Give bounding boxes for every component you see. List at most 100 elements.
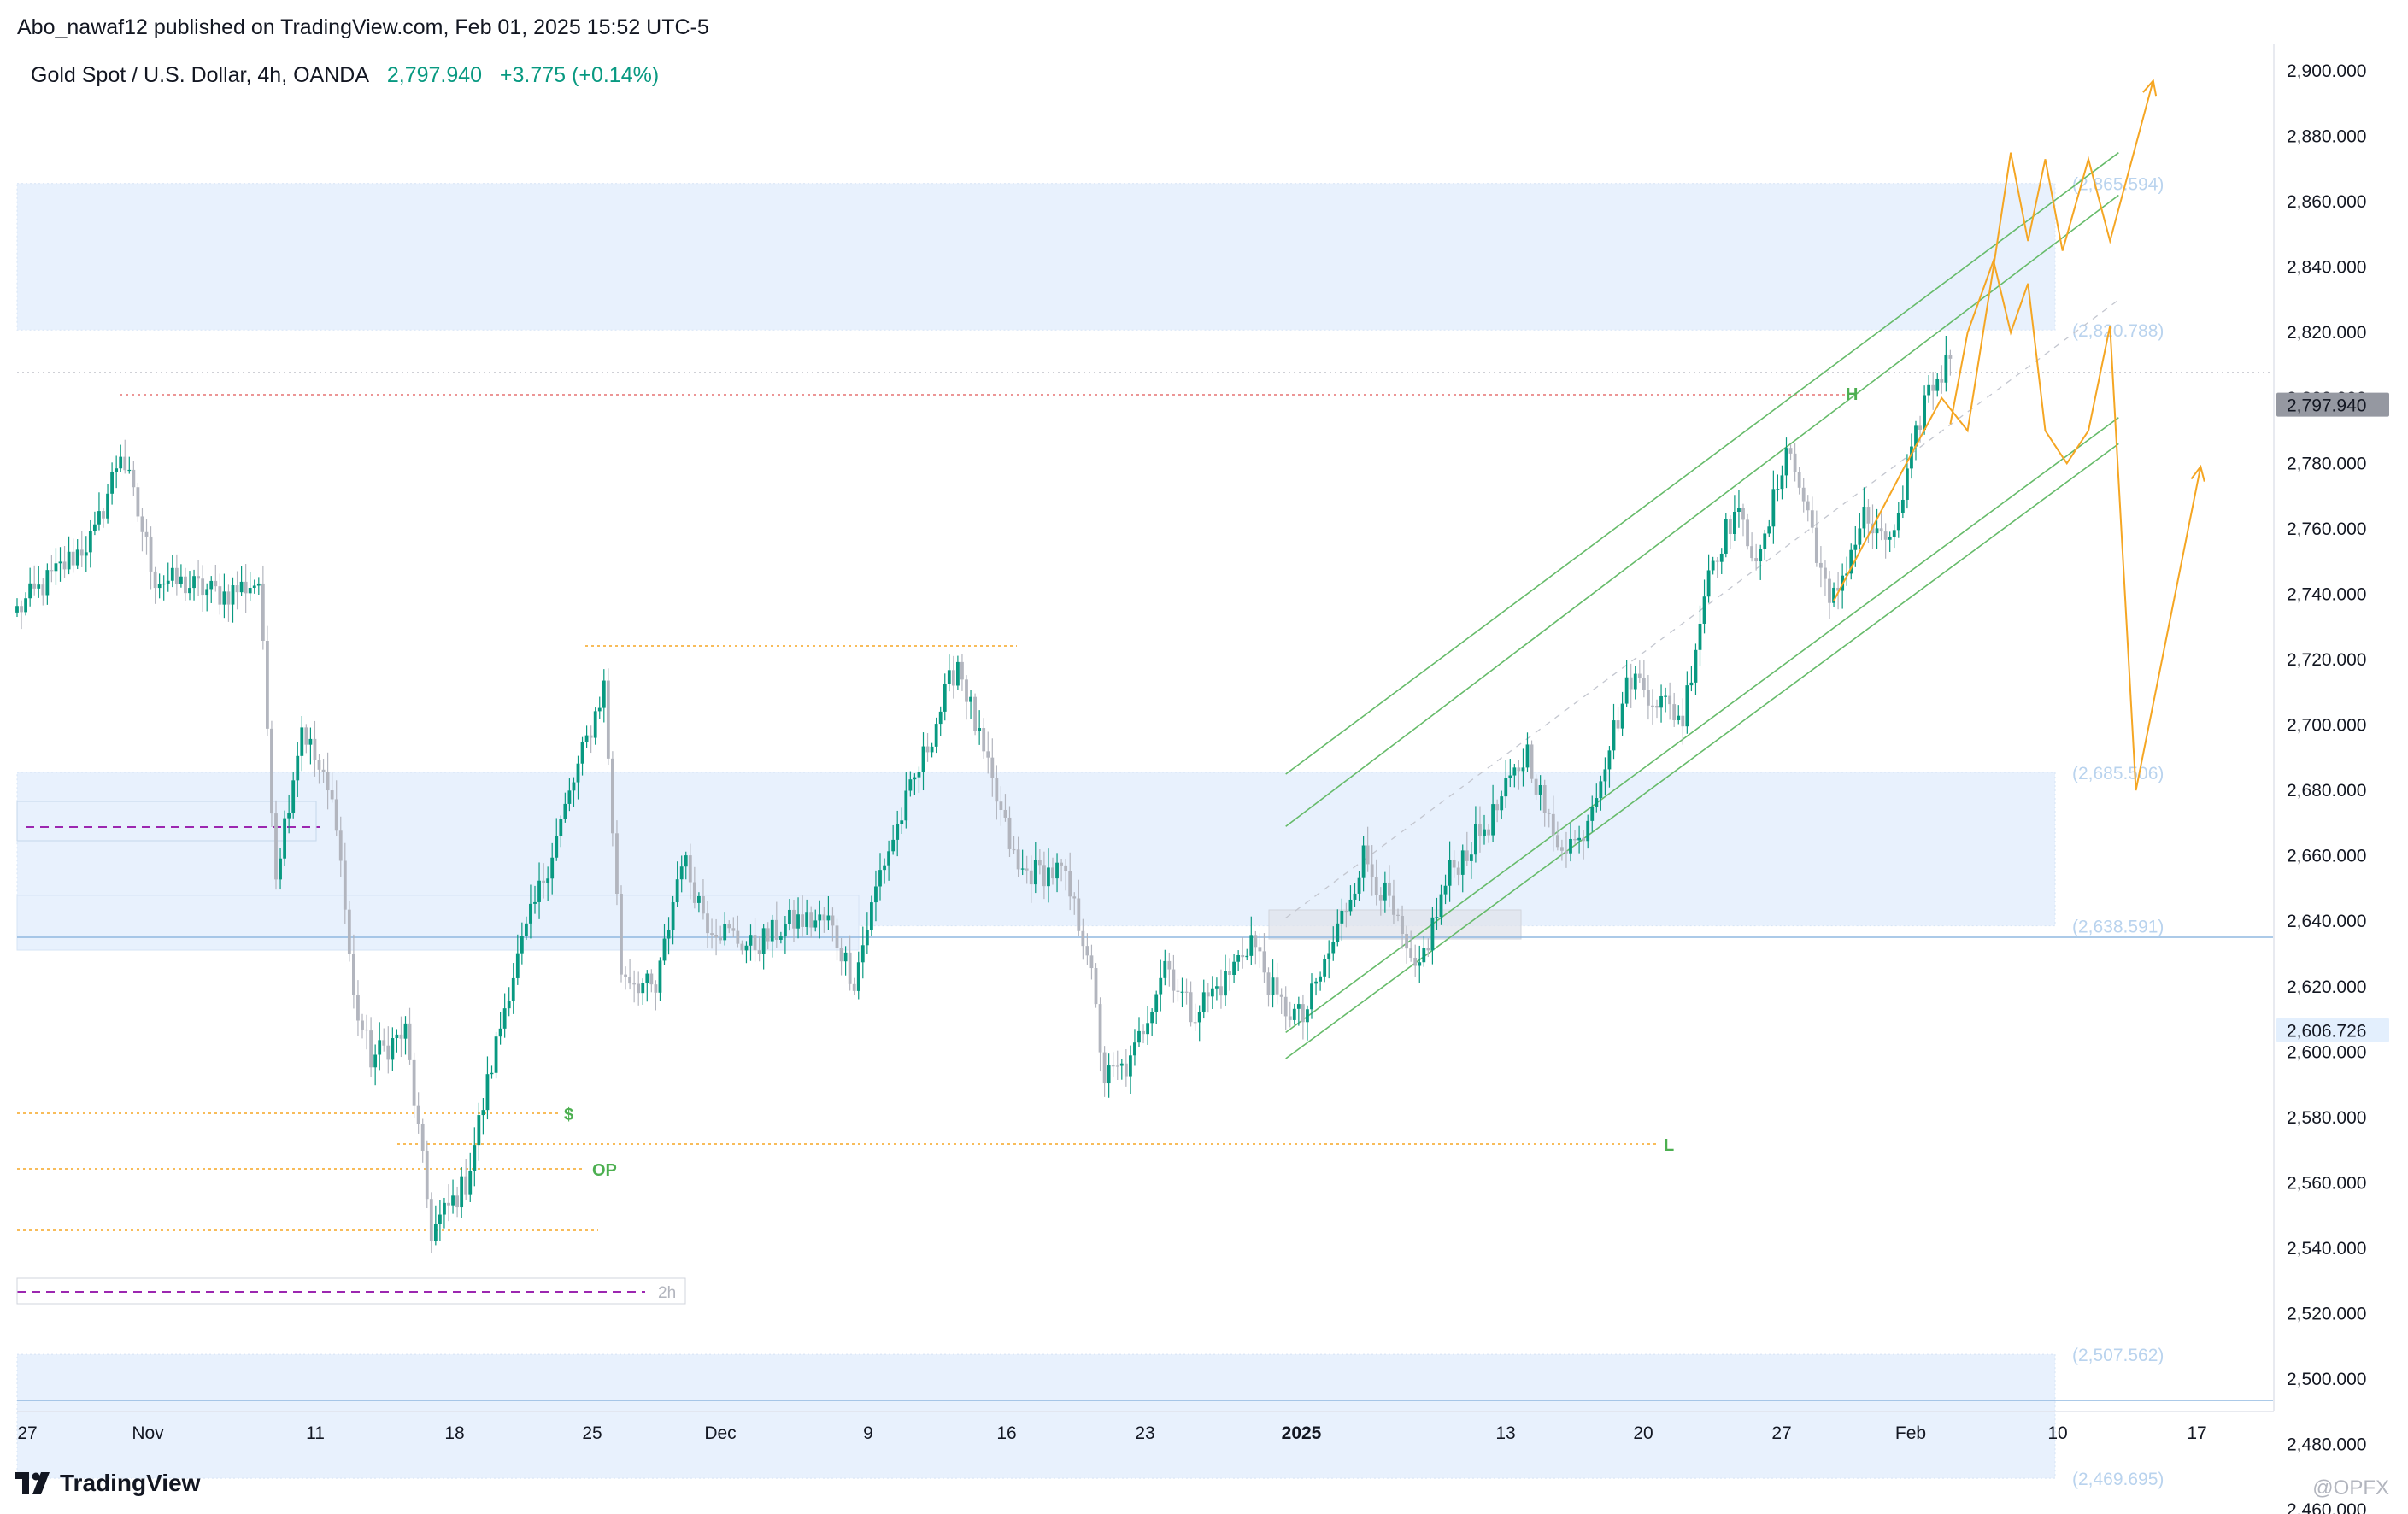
candle bbox=[1089, 944, 1094, 980]
candle bbox=[1629, 663, 1633, 708]
candle bbox=[1711, 556, 1715, 575]
candle bbox=[1624, 660, 1629, 707]
candle-body bbox=[1737, 508, 1741, 513]
candle-body bbox=[645, 973, 649, 983]
candle bbox=[1310, 973, 1313, 1019]
candle bbox=[1159, 959, 1163, 1012]
candle-body bbox=[170, 567, 174, 581]
candle-body bbox=[843, 952, 848, 962]
candle bbox=[1193, 1003, 1197, 1031]
candle-body bbox=[874, 886, 878, 903]
candle bbox=[115, 455, 119, 489]
candle bbox=[896, 810, 900, 857]
candle-body bbox=[54, 563, 58, 572]
candle bbox=[809, 906, 813, 938]
candle bbox=[637, 971, 641, 1006]
published-by-line: Abo_nawaf12 published on TradingView.com… bbox=[17, 15, 709, 39]
candle-body bbox=[1469, 854, 1473, 861]
candle-body bbox=[166, 580, 170, 584]
candle bbox=[261, 565, 265, 650]
zone-label-bottom-2: (2,469.695) bbox=[2072, 1470, 2164, 1489]
candle-body bbox=[1301, 1004, 1305, 1023]
candle-body bbox=[1159, 977, 1163, 995]
candle bbox=[1883, 523, 1888, 559]
candle-body bbox=[856, 962, 860, 991]
candle bbox=[1047, 848, 1050, 903]
candle bbox=[831, 907, 835, 942]
candle-body bbox=[1542, 785, 1547, 813]
lower-blue-zone-box bbox=[16, 895, 860, 951]
candle-body bbox=[951, 670, 955, 686]
candle bbox=[97, 492, 101, 531]
candle-body bbox=[399, 1034, 403, 1039]
candle-body bbox=[1331, 942, 1336, 954]
candle-body bbox=[860, 945, 865, 963]
candle bbox=[356, 980, 360, 1036]
candle-body bbox=[1495, 804, 1500, 811]
channel-line-2 bbox=[1285, 417, 2119, 1034]
candle bbox=[731, 917, 736, 938]
candle-body bbox=[1767, 526, 1771, 534]
candle-body bbox=[1940, 378, 1944, 383]
candle-body bbox=[529, 903, 532, 924]
candle-body bbox=[1603, 769, 1607, 782]
candle-body bbox=[1025, 868, 1029, 871]
candle-body bbox=[179, 576, 183, 584]
candle-body bbox=[248, 588, 252, 594]
channel-mid-dashed-line bbox=[1285, 299, 2119, 918]
candle bbox=[291, 772, 296, 819]
candle-body bbox=[1659, 695, 1663, 708]
candle-body bbox=[283, 818, 286, 859]
candle-body bbox=[706, 913, 709, 934]
candle-body bbox=[1452, 860, 1456, 868]
candle-body bbox=[391, 1038, 395, 1060]
candle-body bbox=[20, 606, 23, 613]
candle-body bbox=[1824, 567, 1827, 579]
candle-body bbox=[304, 727, 308, 745]
candle bbox=[1698, 605, 1702, 666]
candle-body bbox=[1029, 870, 1033, 885]
candle bbox=[1784, 437, 1788, 489]
candle-body bbox=[1651, 705, 1654, 707]
candle bbox=[1832, 582, 1835, 607]
candle-body bbox=[1448, 860, 1452, 886]
candle-body bbox=[468, 1171, 473, 1195]
candle bbox=[921, 732, 925, 791]
candle-body bbox=[731, 928, 736, 931]
candle bbox=[1706, 554, 1711, 603]
candle bbox=[956, 655, 960, 690]
candle bbox=[1370, 845, 1374, 896]
candle-body bbox=[1180, 991, 1184, 993]
tradingview-logo[interactable]: TradingView bbox=[15, 1468, 200, 1499]
candle bbox=[679, 855, 684, 893]
candle bbox=[1392, 879, 1395, 924]
candle bbox=[515, 934, 520, 985]
y-tick-label: 2,480.000 bbox=[2287, 1435, 2366, 1455]
candle bbox=[1042, 851, 1046, 900]
candle bbox=[589, 725, 593, 754]
candle bbox=[719, 925, 723, 944]
candle-body bbox=[343, 860, 347, 910]
candle bbox=[891, 824, 896, 855]
candle bbox=[710, 918, 714, 949]
y-tick-label: 2,500.000 bbox=[2287, 1370, 2366, 1389]
candle-body bbox=[15, 606, 19, 613]
candle-body bbox=[624, 974, 627, 977]
candle-body bbox=[1664, 695, 1667, 697]
candle bbox=[1542, 779, 1547, 827]
candle-body bbox=[460, 1176, 464, 1208]
candle bbox=[740, 940, 744, 955]
candle bbox=[1780, 465, 1784, 500]
candle-body bbox=[839, 948, 843, 962]
symbol-name: Gold Spot / U.S. Dollar, 4h, OANDA bbox=[31, 63, 369, 87]
candle-body bbox=[75, 549, 79, 566]
y-tick-label: 2,700.000 bbox=[2287, 716, 2366, 736]
candle bbox=[106, 484, 109, 524]
candle-body bbox=[1733, 512, 1736, 535]
candle-body bbox=[1258, 947, 1262, 952]
candle bbox=[593, 707, 597, 745]
candle bbox=[1595, 783, 1599, 813]
candle bbox=[982, 718, 986, 759]
candle-body bbox=[287, 813, 291, 819]
